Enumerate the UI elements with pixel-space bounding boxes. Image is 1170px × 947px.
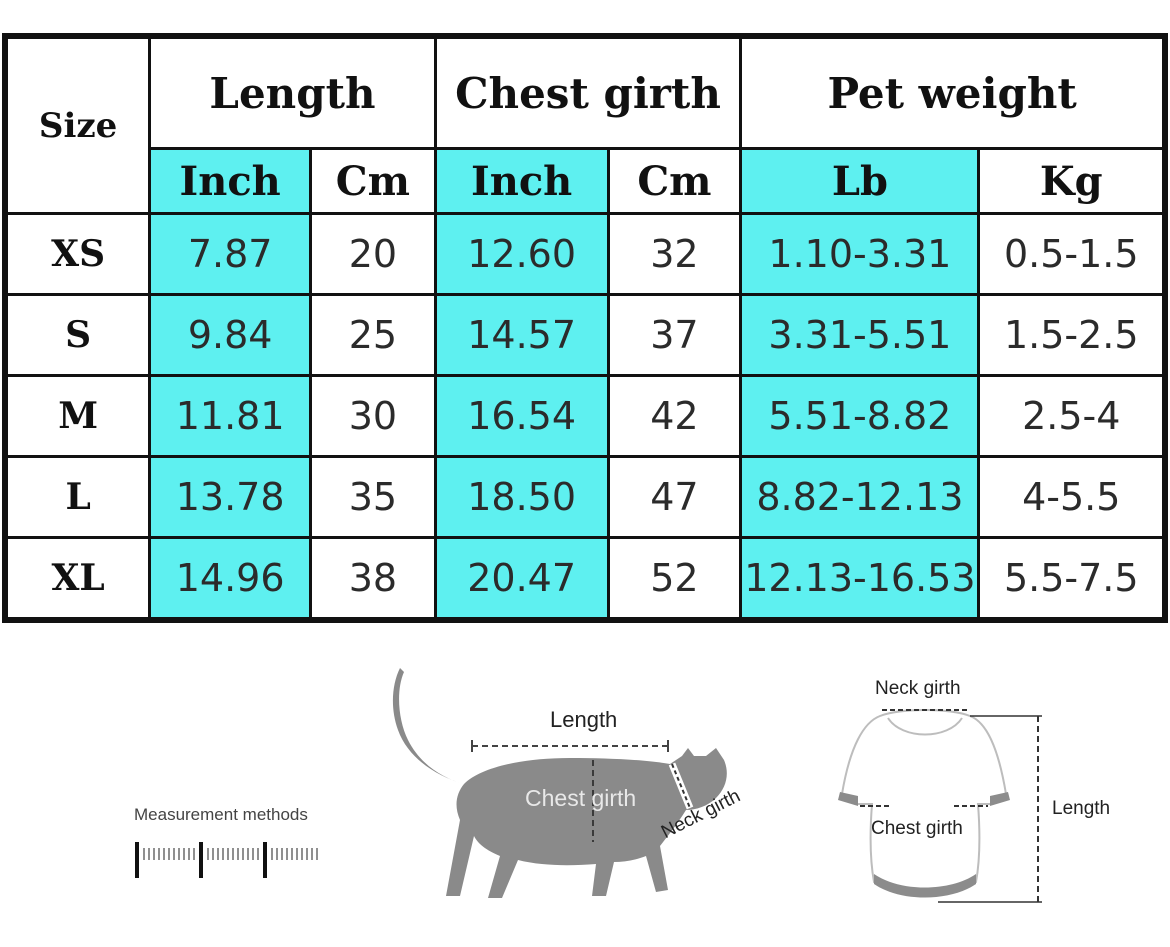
table-cell: 12.60: [433, 212, 610, 296]
table-cell: 25: [309, 293, 437, 377]
pet-weight-group-header: Pet weight: [739, 34, 1167, 150]
table-cell: 13.78: [148, 455, 313, 539]
cat-chest-girth-label: Chest girth: [525, 785, 637, 811]
shirt-illustration: [838, 709, 1042, 903]
size-header: Size: [3, 34, 152, 215]
table-cell: 5.5-7.5: [977, 536, 1167, 622]
weight-lb-header: Lb: [739, 147, 981, 215]
table-cell: 52: [606, 536, 743, 622]
table-cell: 12.13-16.53: [739, 536, 981, 622]
table-cell: 30: [309, 374, 437, 458]
table-cell: 3.31-5.51: [739, 293, 981, 377]
shirt-chest-girth-label: Chest girth: [871, 818, 963, 839]
length-group-header: Length: [148, 34, 437, 150]
table-cell: 1.10-3.31: [739, 212, 981, 296]
table-cell: 14.96: [148, 536, 313, 622]
table-cell: 14.57: [433, 293, 610, 377]
chest-cm-header: Cm: [606, 147, 743, 215]
table-row: XS 7.87 20 12.60 32 1.10-3.31 0.5-1.5: [3, 212, 1167, 296]
size-label: XL: [3, 536, 152, 622]
table-row: M 11.81 30 16.54 42 5.51-8.82 2.5-4: [3, 374, 1167, 458]
table-cell: 16.54: [433, 374, 610, 458]
table-cell: 42: [606, 374, 743, 458]
length-cm-header: Cm: [309, 147, 437, 215]
table-cell: 1.5-2.5: [977, 293, 1167, 377]
table-cell: 38: [309, 536, 437, 622]
size-chart-table: Size Length Chest girth Pet weight Inch …: [2, 33, 1168, 623]
table-row: L 13.78 35 18.50 47 8.82-12.13 4-5.5: [3, 455, 1167, 539]
size-label: XS: [3, 212, 152, 296]
cat-silhouette-illustration: [392, 668, 727, 898]
table-cell: 4-5.5: [977, 455, 1167, 539]
table-cell: 37: [606, 293, 743, 377]
table-cell: 20: [309, 212, 437, 296]
table-cell: 11.81: [148, 374, 313, 458]
table-cell: 20.47: [433, 536, 610, 622]
table-cell: 9.84: [148, 293, 313, 377]
size-label: S: [3, 293, 152, 377]
chest-girth-group-header: Chest girth: [433, 34, 743, 150]
table-row: S 9.84 25 14.57 37 3.31-5.51 1.5-2.5: [3, 293, 1167, 377]
table-cell: 35: [309, 455, 437, 539]
shirt-length-label: Length: [1052, 798, 1111, 819]
table-cell: 47: [606, 455, 743, 539]
table-cell: 32: [606, 212, 743, 296]
table-cell: 8.82-12.13: [739, 455, 981, 539]
table-cell: 7.87: [148, 212, 313, 296]
ruler-icon: [135, 842, 318, 878]
table-cell: 5.51-8.82: [739, 374, 981, 458]
cat-length-label: Length: [550, 707, 618, 732]
weight-kg-header: Kg: [977, 147, 1167, 215]
chest-inch-header: Inch: [433, 147, 610, 215]
table-cell: 18.50: [433, 455, 610, 539]
measurement-methods-label: Measurement methods: [134, 805, 308, 824]
size-label: M: [3, 374, 152, 458]
size-label: L: [3, 455, 152, 539]
length-inch-header: Inch: [148, 147, 313, 215]
table-cell: 0.5-1.5: [977, 212, 1167, 296]
shirt-neck-girth-label: Neck girth: [875, 678, 961, 699]
table-row: XL 14.96 38 20.47 52 12.13-16.53 5.5-7.5: [3, 536, 1167, 622]
table-cell: 2.5-4: [977, 374, 1167, 458]
